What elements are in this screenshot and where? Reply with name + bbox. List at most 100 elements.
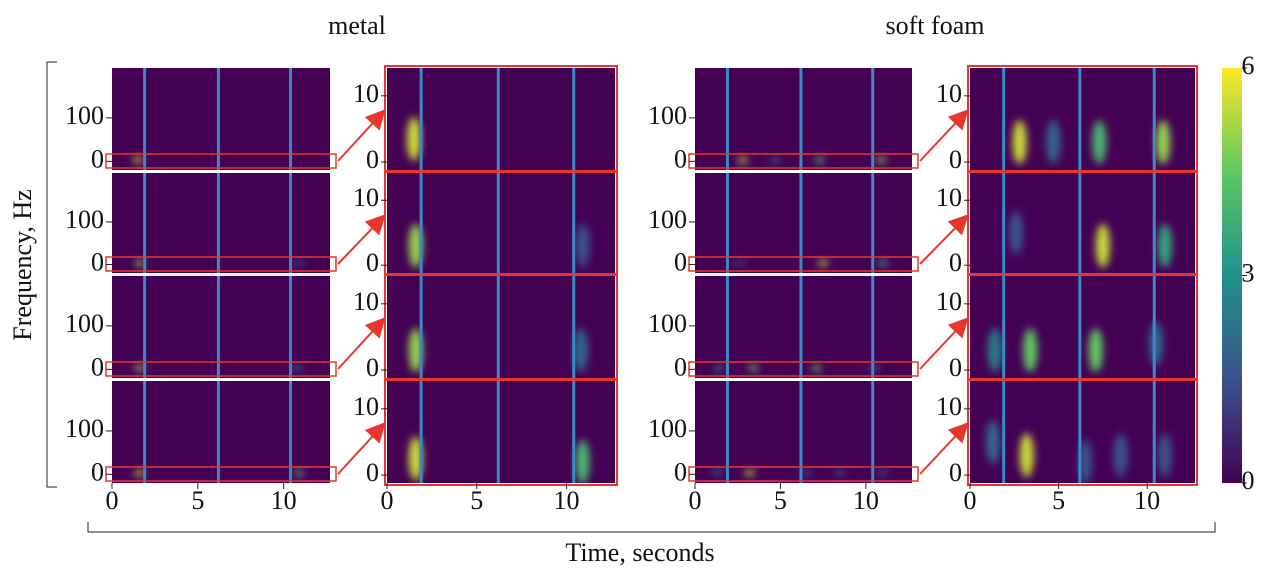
y-tick-label: 0: [949, 145, 962, 174]
x-bracket: [87, 522, 1216, 533]
spectral-peak: [408, 436, 423, 481]
spectral-peak: [814, 157, 825, 164]
spectral-peak: [1113, 433, 1128, 478]
y-tick-label: 100: [648, 309, 687, 338]
x-tick-label: 10: [1134, 486, 1160, 515]
y-tick-label: 10: [353, 79, 379, 108]
spectral-peak: [132, 156, 143, 163]
y-bracket: [46, 61, 57, 488]
panel: [112, 276, 330, 378]
panel: [387, 276, 615, 378]
x-tick-label: 5: [1052, 486, 1065, 515]
y-axis-label: Frequency, Hz: [8, 189, 37, 340]
column-title: metal: [328, 11, 386, 40]
x-tick-label: 5: [470, 486, 483, 515]
y-tick-label: 0: [366, 458, 379, 487]
panel: [695, 276, 912, 378]
zoom-arrow: [919, 422, 969, 475]
colorbar-tick-label: 6: [1242, 51, 1255, 80]
spectral-peak: [1023, 328, 1038, 373]
zoom-arrow: [337, 422, 386, 475]
y-tick-label: 0: [674, 144, 687, 173]
spectral-peak: [1088, 328, 1103, 373]
y-tick-label: 0: [91, 457, 104, 486]
x-tick-label: 0: [689, 486, 702, 515]
panel: [387, 381, 615, 483]
colorbar: [1222, 68, 1242, 483]
spectral-peak: [408, 223, 423, 268]
spectral-peak: [877, 470, 888, 477]
spectral-peak: [1157, 433, 1172, 478]
spectral-peak: [744, 470, 755, 477]
spectral-peak: [737, 157, 748, 164]
spectral-peak: [408, 328, 423, 373]
y-tick-label: 10: [353, 392, 379, 421]
spectral-peak: [134, 470, 145, 477]
zoom-arrow: [337, 109, 386, 162]
zoom-arrow: [337, 317, 386, 370]
spectral-peak: [1078, 439, 1093, 483]
panel: [970, 381, 1195, 483]
spectral-peak: [134, 260, 145, 267]
panel: [112, 68, 330, 170]
spectral-peak: [801, 470, 812, 477]
panel-background: [695, 381, 912, 483]
y-tick-label: 0: [366, 145, 379, 174]
panel-background: [387, 68, 615, 170]
spectral-peak: [406, 116, 421, 161]
panel-background: [112, 276, 330, 378]
spectral-peak: [1046, 120, 1061, 165]
panel-background: [695, 276, 912, 378]
spectral-peak: [748, 365, 759, 372]
spectral-peak: [818, 260, 829, 267]
y-tick-label: 0: [674, 352, 687, 381]
column-title: soft foam: [886, 11, 985, 40]
y-tick-label: 100: [648, 414, 687, 443]
panel: [970, 173, 1195, 273]
x-tick-label: 0: [106, 486, 119, 515]
x-tick-label: 10: [554, 486, 580, 515]
colorbar-tick-label: 0: [1242, 466, 1255, 495]
spectral-peak: [1149, 321, 1164, 366]
spectral-peak: [986, 419, 1001, 464]
panel: [970, 68, 1195, 170]
panel-background: [112, 68, 330, 170]
spectral-peak: [1019, 433, 1034, 478]
panel: [387, 68, 615, 170]
spectral-peak: [712, 469, 723, 476]
spectral-peak: [575, 223, 590, 268]
y-tick-label: 100: [65, 414, 104, 443]
colorbar-tick-label: 3: [1242, 258, 1255, 287]
spectral-peak: [1012, 120, 1027, 165]
y-tick-label: 0: [366, 248, 379, 277]
spectral-peak: [835, 470, 846, 477]
x-tick-label: 10: [271, 486, 297, 515]
spectral-peak: [1092, 120, 1107, 165]
y-tick-label: 0: [91, 352, 104, 381]
zoom-frame: [967, 378, 1198, 486]
y-tick-label: 10: [353, 287, 379, 316]
spectral-peak: [573, 328, 588, 373]
y-tick-label: 0: [949, 248, 962, 277]
y-tick-label: 10: [936, 392, 962, 421]
spectral-peak: [811, 365, 822, 372]
y-tick-label: 100: [65, 205, 104, 234]
y-tick-label: 100: [65, 101, 104, 130]
panel-background: [695, 68, 912, 170]
zoom-arrow: [919, 317, 969, 370]
x-tick-label: 10: [853, 486, 879, 515]
spectral-peak: [1157, 223, 1172, 268]
spectral-peak: [134, 365, 145, 372]
y-tick-label: 0: [366, 353, 379, 382]
spectral-peak: [734, 259, 745, 266]
panel-background: [112, 381, 330, 483]
panel: [387, 173, 615, 273]
spectral-peak: [869, 364, 880, 371]
spectral-peak: [294, 260, 305, 267]
y-tick-label: 10: [936, 79, 962, 108]
spectral-peak: [713, 365, 724, 372]
y-tick-label: 10: [353, 183, 379, 212]
y-tick-label: 10: [936, 183, 962, 212]
zoom-arrow: [919, 214, 969, 265]
y-tick-label: 100: [648, 205, 687, 234]
